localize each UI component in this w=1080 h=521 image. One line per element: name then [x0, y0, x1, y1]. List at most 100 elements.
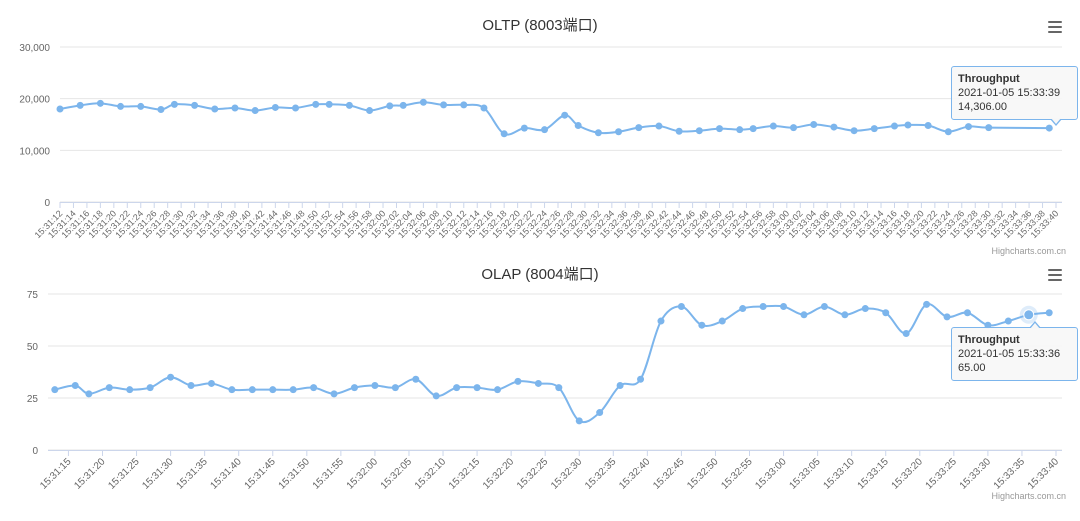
data-point[interactable]: [534, 379, 542, 387]
data-point[interactable]: [574, 122, 582, 130]
data-point[interactable]: [191, 101, 199, 109]
data-point[interactable]: [211, 105, 219, 113]
data-point[interactable]: [432, 392, 440, 400]
data-point[interactable]: [616, 382, 624, 390]
data-point[interactable]: [167, 373, 175, 381]
data-point[interactable]: [810, 121, 818, 128]
data-point[interactable]: [96, 99, 104, 107]
data-point[interactable]: [71, 382, 79, 390]
data-point[interactable]: [718, 317, 726, 325]
data-point[interactable]: [453, 384, 461, 392]
data-point[interactable]: [399, 101, 407, 109]
data-point[interactable]: [736, 126, 744, 134]
data-point[interactable]: [902, 330, 910, 338]
data-point[interactable]: [698, 321, 706, 329]
data-point[interactable]: [790, 124, 798, 132]
data-point[interactable]: [985, 124, 993, 132]
data-point[interactable]: [117, 102, 125, 110]
hamburger-menu-icon[interactable]: [1046, 18, 1066, 36]
data-point[interactable]: [904, 121, 912, 129]
data-point[interactable]: [310, 384, 318, 392]
data-point[interactable]: [861, 305, 869, 313]
data-point[interactable]: [480, 104, 488, 112]
data-point[interactable]: [924, 122, 932, 130]
data-point[interactable]: [494, 386, 502, 394]
data-point[interactable]: [820, 302, 828, 310]
data-point[interactable]: [655, 122, 663, 130]
hamburger-menu-icon[interactable]: [1046, 266, 1066, 284]
data-point[interactable]: [677, 302, 685, 310]
data-point[interactable]: [965, 123, 973, 131]
data-point[interactable]: [675, 127, 683, 135]
data-point[interactable]: [850, 127, 858, 135]
data-point[interactable]: [657, 317, 665, 325]
data-point[interactable]: [635, 124, 643, 132]
data-point[interactable]: [841, 311, 849, 319]
data-point[interactable]: [514, 377, 522, 385]
data-point[interactable]: [943, 313, 951, 321]
data-point[interactable]: [248, 386, 256, 394]
data-point[interactable]: [716, 125, 724, 133]
data-point[interactable]: [412, 375, 420, 383]
data-point[interactable]: [615, 128, 623, 136]
data-point[interactable]: [126, 386, 134, 394]
data-point[interactable]: [769, 122, 777, 130]
data-point[interactable]: [739, 305, 747, 313]
data-point[interactable]: [345, 101, 353, 109]
data-point[interactable]: [520, 124, 528, 132]
data-point[interactable]: [575, 417, 583, 425]
data-point[interactable]: [146, 384, 154, 392]
data-point[interactable]: [56, 105, 64, 113]
data-point[interactable]: [271, 103, 279, 111]
data-point[interactable]: [759, 302, 767, 310]
data-point[interactable]: [187, 382, 195, 390]
data-point[interactable]: [594, 129, 602, 137]
data-point[interactable]: [391, 384, 399, 392]
data-point[interactable]: [207, 379, 215, 387]
data-point[interactable]: [561, 111, 569, 119]
credits-link[interactable]: Highcharts.com.cn: [991, 491, 1066, 501]
data-point[interactable]: [85, 390, 93, 398]
data-point[interactable]: [541, 126, 549, 134]
data-point[interactable]: [289, 386, 297, 394]
data-point[interactable]: [473, 384, 481, 392]
data-point[interactable]: [460, 101, 468, 109]
data-point[interactable]: [870, 125, 878, 133]
data-point[interactable]: [800, 311, 808, 319]
data-point[interactable]: [780, 302, 788, 310]
data-point[interactable]: [231, 104, 239, 112]
data-point[interactable]: [1045, 309, 1053, 317]
data-point[interactable]: [500, 130, 508, 138]
data-point[interactable]: [312, 100, 320, 108]
data-point[interactable]: [749, 125, 757, 133]
data-point[interactable]: [105, 384, 113, 392]
data-point[interactable]: [695, 127, 703, 135]
data-point[interactable]: [1045, 124, 1053, 132]
hovered-data-point[interactable]: [1023, 309, 1035, 321]
data-point[interactable]: [944, 128, 952, 136]
data-point[interactable]: [830, 123, 838, 131]
data-point[interactable]: [637, 375, 645, 383]
data-point[interactable]: [923, 300, 931, 308]
data-point[interactable]: [157, 106, 165, 114]
data-point[interactable]: [890, 122, 898, 130]
data-point[interactable]: [882, 309, 890, 317]
data-point[interactable]: [350, 384, 358, 392]
data-point[interactable]: [963, 309, 971, 317]
data-point[interactable]: [596, 409, 604, 417]
data-point[interactable]: [1004, 317, 1012, 325]
data-point[interactable]: [330, 390, 338, 398]
data-point[interactable]: [325, 100, 333, 108]
data-point[interactable]: [386, 102, 394, 110]
data-point[interactable]: [984, 321, 992, 329]
data-point[interactable]: [51, 386, 59, 394]
credits-link[interactable]: Highcharts.com.cn: [991, 246, 1066, 256]
data-point[interactable]: [440, 101, 448, 109]
data-point[interactable]: [137, 102, 145, 110]
data-point[interactable]: [419, 98, 427, 106]
data-point[interactable]: [76, 101, 84, 109]
data-point[interactable]: [366, 107, 374, 115]
data-point[interactable]: [228, 386, 236, 394]
data-point[interactable]: [269, 386, 277, 394]
data-point[interactable]: [170, 100, 178, 108]
